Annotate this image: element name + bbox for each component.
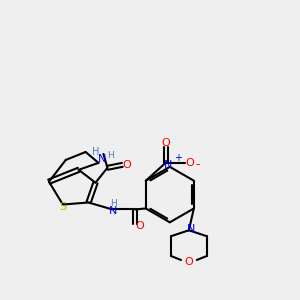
Text: O: O	[185, 158, 194, 168]
Text: +: +	[175, 153, 182, 163]
Text: -: -	[195, 158, 200, 171]
Text: N: N	[164, 160, 172, 170]
Text: H: H	[92, 147, 99, 157]
Text: N: N	[187, 224, 195, 234]
Text: O: O	[161, 138, 170, 148]
Text: O: O	[136, 221, 145, 231]
Text: H: H	[107, 152, 114, 160]
Text: H: H	[110, 199, 117, 208]
Text: N: N	[98, 154, 106, 164]
Text: N: N	[109, 206, 118, 216]
Text: S: S	[59, 202, 66, 212]
Text: O: O	[184, 257, 193, 267]
Text: O: O	[123, 160, 132, 170]
